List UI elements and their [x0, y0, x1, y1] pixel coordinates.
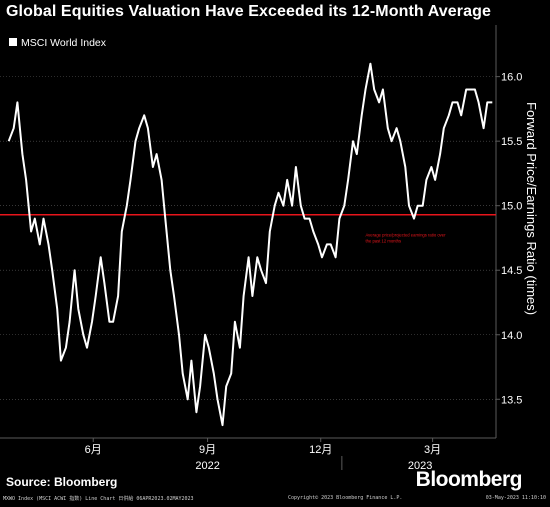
legend-label: MSCI World Index: [21, 37, 107, 49]
y-tick-label: 16.0: [501, 72, 522, 84]
footer-copyright: Copyright© 2023 Bloomberg Finance L.P.: [288, 495, 403, 501]
x-tick-label: 6月: [85, 444, 102, 456]
legend-swatch: [9, 38, 17, 46]
bloomberg-logo: Bloomberg: [415, 468, 523, 491]
y-tick-label: 13.5: [501, 394, 522, 406]
x-tick-label: 9月: [199, 444, 216, 456]
y-tick-label: 14.5: [501, 265, 522, 277]
average-line-label: Average price/projected earnings ratio o…: [365, 233, 446, 244]
x-tick-label: 12月: [309, 444, 332, 456]
y-tick-label: 15.0: [501, 201, 522, 213]
average-label-line-1: Average price/projected earnings ratio o…: [365, 233, 446, 238]
y-tick-label: 14.0: [501, 330, 522, 342]
year-label: 2023: [408, 460, 432, 472]
average-label-line-2: the past 12 months: [365, 239, 401, 244]
series-line: [7, 62, 493, 427]
source-label: Source: Bloomberg: [6, 475, 118, 489]
grid-lines: [0, 76, 496, 400]
legend: MSCI World Index: [9, 37, 107, 49]
axis-ticks: 13.5 14.0 14.5 15.0 15.5 16.0 6月 9月 12月 3月 2022 202…: [85, 72, 523, 472]
footer-timestamp: 03-May-2023 11:10:10: [485, 495, 546, 501]
year-label: 2022: [195, 460, 219, 472]
footer-index-info: MXWO Index (MSCI ACWI 指数) Line Chart 日供給…: [3, 496, 194, 502]
y-tick-label: 15.5: [501, 136, 522, 148]
x-tick-label: 3月: [424, 444, 441, 456]
y-axis-label: Forward Price/Earnings Ratio (times): [524, 102, 539, 315]
chart-title: Global Equities Valuation Have Exceeded …: [6, 3, 491, 20]
